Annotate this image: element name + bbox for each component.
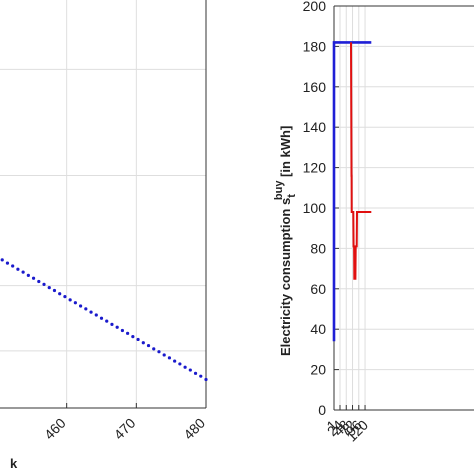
left-data-point	[73, 301, 77, 305]
left-data-point	[136, 337, 140, 342]
right-y-tick-labels: 0 20 40 60 80 100 120 140 160 180 200	[303, 0, 327, 418]
left-x-axis-label-fragment: k	[10, 456, 18, 471]
left-data-point	[52, 288, 57, 293]
y-label-sup: buy	[273, 180, 285, 200]
left-data-point	[58, 292, 62, 296]
left-data-point	[126, 331, 130, 335]
y-label-main: Electricity consumption s	[278, 198, 293, 356]
y-label-unit: [in kWh]	[278, 126, 293, 181]
right-y-tick-label: 40	[310, 321, 326, 337]
left-scatter-points	[0, 258, 208, 382]
left-data-point	[5, 261, 10, 265]
left-data-point	[146, 343, 151, 348]
left-data-point	[16, 267, 20, 271]
left-data-point	[26, 273, 30, 277]
right-y-tick-label: 140	[303, 119, 327, 135]
left-data-point	[131, 335, 135, 339]
left-x-tick-label: 480	[180, 415, 208, 443]
left-data-point	[183, 365, 187, 369]
left-x-tick-label: 460	[41, 415, 69, 443]
left-data-point	[173, 359, 177, 363]
left-data-point	[157, 350, 161, 354]
y-label-sub: t	[286, 194, 298, 198]
right-y-tick-label: 200	[303, 0, 327, 14]
left-data-point	[99, 316, 104, 320]
left-data-point	[115, 325, 119, 329]
right-y-tick-label: 80	[310, 240, 326, 256]
left-data-point	[0, 258, 4, 262]
right-y-tick-label: 0	[318, 402, 326, 418]
right-y-tick-label: 180	[303, 38, 327, 54]
right-y-tick-label: 60	[310, 281, 326, 297]
left-chart-panel: 460 470 480 k	[0, 0, 208, 471]
right-gridlines	[333, 5, 474, 411]
left-data-point	[63, 295, 67, 299]
left-data-point	[152, 347, 156, 351]
right-series-lines	[332, 41, 372, 342]
left-data-point	[37, 279, 41, 284]
left-data-point	[68, 298, 72, 302]
left-data-point	[193, 371, 198, 375]
left-data-point	[79, 304, 83, 308]
left-data-point	[105, 319, 109, 323]
right-y-tick-label: 20	[310, 362, 326, 378]
left-x-tick-labels: 460 470 480	[41, 415, 208, 443]
left-data-point	[31, 276, 36, 280]
left-data-point	[110, 322, 114, 326]
left-data-point	[167, 356, 172, 360]
left-data-point	[47, 286, 51, 290]
left-data-point	[94, 313, 98, 317]
right-chart-panel: 0 20 40 60 80 100 120 140 160 180 200 124487296120…	[273, 0, 474, 445]
left-data-point	[204, 377, 208, 382]
left-data-point	[199, 374, 203, 378]
left-data-point	[84, 307, 88, 311]
left-data-point	[42, 282, 46, 286]
left-x-tick-label: 470	[111, 415, 139, 443]
right-y-tick-label: 160	[303, 79, 327, 95]
right-y-axis-label: Electricity consumption stbuy [in kWh]	[273, 126, 298, 356]
left-data-point	[120, 328, 124, 333]
right-series-line-red	[350, 42, 372, 280]
left-data-point	[89, 310, 93, 314]
left-data-point	[11, 264, 15, 268]
right-series-line-blue	[332, 41, 372, 342]
right-y-tick-label: 120	[303, 160, 327, 176]
left-data-point	[141, 341, 145, 345]
right-y-tick-label: 100	[303, 200, 327, 216]
left-data-point	[178, 362, 182, 366]
left-data-point	[21, 270, 25, 274]
left-gridlines	[0, 0, 207, 409]
left-data-point	[162, 353, 166, 357]
left-data-point	[188, 368, 192, 372]
